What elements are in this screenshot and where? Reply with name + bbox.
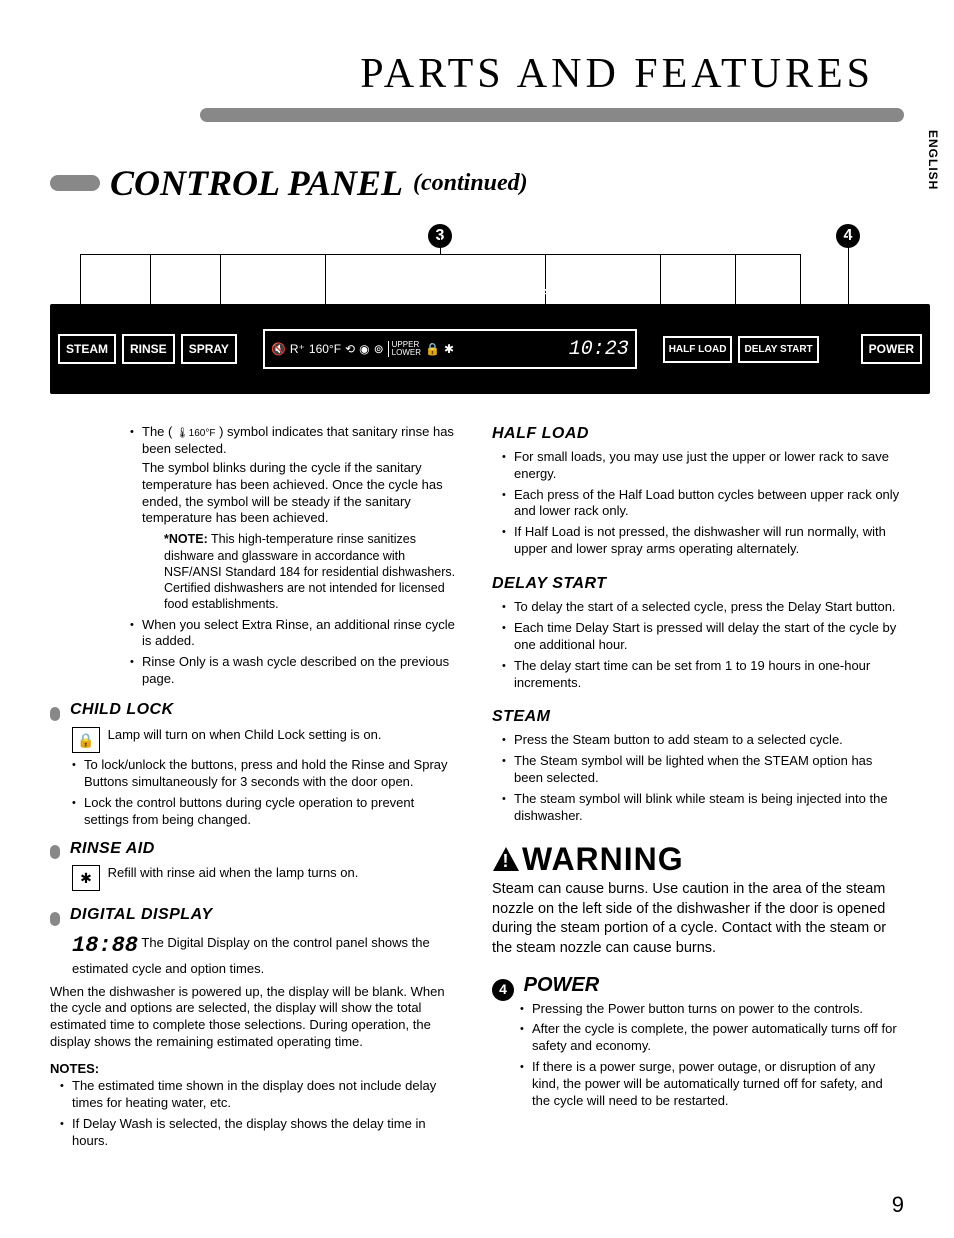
cycle-icon: ⊚ bbox=[374, 342, 384, 356]
page-number: 9 bbox=[892, 1192, 904, 1218]
notes-item-2: If Delay Wash is selected, the display s… bbox=[60, 1116, 462, 1150]
right-column: HALF LOAD For small loads, you may use j… bbox=[492, 424, 904, 1154]
delay-start-button: DELAY START bbox=[738, 336, 818, 363]
content-columns: The ( 🌡160°F ) symbol indicates that san… bbox=[50, 424, 904, 1154]
spin-icon: ◉ bbox=[359, 342, 369, 356]
spray-icon: ⟲ bbox=[345, 342, 355, 356]
r-plus-icon: R⁺ bbox=[290, 342, 305, 356]
steam-item-3: The steam symbol will blink while steam … bbox=[502, 791, 904, 825]
half-load-item-3: If Half Load is not pressed, the dishwas… bbox=[502, 524, 904, 558]
control-panel-title: CONTROL PANEL bbox=[110, 162, 403, 204]
power-item-2: After the cycle is complete, the power a… bbox=[520, 1021, 904, 1055]
child-lock-text-3: Lock the control buttons during cycle op… bbox=[72, 795, 462, 829]
power-button: POWER bbox=[861, 334, 922, 364]
heading-pill-icon bbox=[50, 845, 60, 859]
child-lock-bracket: CHILD LOCK bbox=[158, 401, 248, 412]
panel-instruction-text: ✱ PRESS & HOLD 3SEC. FOR EXTRA FUNCTIONS bbox=[370, 288, 609, 299]
thermometer-icon: 🌡160°F bbox=[176, 428, 216, 439]
extra-rinse-item: When you select Extra Rinse, an addition… bbox=[130, 617, 462, 651]
warning-box: !WARNING Steam can cause burns. Use caut… bbox=[492, 839, 904, 959]
control-panel-graphic: ✱ PRESS & HOLD 3SEC. FOR EXTRA FUNCTIONS… bbox=[50, 304, 930, 394]
half-load-button: HALF LOAD bbox=[663, 336, 733, 363]
child-lock-text-2: To lock/unlock the buttons, press and ho… bbox=[72, 757, 462, 791]
power-item-1: Pressing the Power button turns on power… bbox=[520, 1001, 904, 1018]
callout-4-inline: 4 bbox=[492, 979, 514, 1001]
title-underline-bar bbox=[200, 108, 904, 122]
rinse-aid-text: Refill with rinse aid when the lamp turn… bbox=[108, 865, 359, 880]
section-heading: CONTROL PANEL (continued) bbox=[50, 162, 904, 204]
rack-indicator: UPPERLOWER bbox=[388, 341, 421, 357]
digital-text-2: When the dishwasher is powered up, the d… bbox=[50, 984, 462, 1052]
digital-display-heading: DIGITAL DISPLAY bbox=[70, 905, 213, 926]
sanitary-rinse-item: The ( 🌡160°F ) symbol indicates that san… bbox=[130, 424, 462, 613]
heading-pill-icon bbox=[50, 175, 100, 191]
rinse-aid-icon-box: ✱ bbox=[72, 865, 100, 891]
half-load-item-2: Each press of the Half Load button cycle… bbox=[502, 487, 904, 521]
mute-icon: 🔇 bbox=[271, 342, 286, 356]
heading-pill-icon bbox=[50, 912, 60, 926]
sanitary-note: *NOTE: This high-temperature rinse sanit… bbox=[142, 531, 462, 612]
page-title: PARTS AND FEATURES bbox=[50, 50, 874, 98]
warning-body: Steam can cause burns. Use caution in th… bbox=[492, 880, 904, 958]
delay-start-heading: DELAY START bbox=[492, 574, 904, 595]
child-lock-heading: CHILD LOCK bbox=[70, 700, 174, 721]
spray-button: SPRAY bbox=[181, 334, 237, 364]
steam-item-1: Press the Steam button to add steam to a… bbox=[502, 732, 904, 749]
steam-button: STEAM bbox=[58, 334, 116, 364]
control-panel-diagram: 3 4 ✱ PRESS & HOLD 3SEC. FOR EXTRA FUNCT… bbox=[50, 224, 930, 394]
lock-icon-box: 🔒 bbox=[72, 727, 100, 753]
left-column: The ( 🌡160°F ) symbol indicates that san… bbox=[50, 424, 462, 1154]
display-window: 🔇 R⁺ 160°F ⟲ ◉ ⊚ UPPERLOWER 🔒 ✱ 10:23 bbox=[263, 329, 637, 369]
child-lock-text-1: Lamp will turn on when Child Lock settin… bbox=[108, 727, 382, 742]
time-display: 10:23 bbox=[569, 338, 629, 361]
control-panel-subtitle: (continued) bbox=[413, 170, 528, 197]
steam-item-2: The Steam symbol will be lighted when th… bbox=[502, 753, 904, 787]
warning-triangle-icon: ! bbox=[492, 846, 520, 872]
delay-item-3: The delay start time can be set from 1 t… bbox=[502, 658, 904, 692]
rinse-only-item: Rinse Only is a wash cycle described on … bbox=[130, 654, 462, 688]
lock-icon: 🔒 bbox=[425, 342, 440, 356]
half-load-item-1: For small loads, you may use just the up… bbox=[502, 449, 904, 483]
svg-text:!: ! bbox=[503, 851, 510, 871]
language-tab: ENGLISH bbox=[926, 130, 940, 190]
notes-heading: NOTES: bbox=[50, 1061, 462, 1078]
rinse-aid-heading: RINSE AID bbox=[70, 839, 155, 860]
temp-icon: 160°F bbox=[309, 342, 341, 356]
digital-sample-icon: 18:88 bbox=[72, 933, 138, 958]
rinse-aid-icon: ✱ bbox=[444, 342, 454, 356]
rinse-button: RINSE bbox=[122, 334, 175, 364]
notes-item-1: The estimated time shown in the display … bbox=[60, 1078, 462, 1112]
power-item-3: If there is a power surge, power outage,… bbox=[520, 1059, 904, 1110]
steam-heading: STEAM bbox=[492, 707, 904, 728]
half-load-heading: HALF LOAD bbox=[492, 424, 904, 445]
heading-pill-icon bbox=[50, 707, 60, 721]
delay-item-1: To delay the start of a selected cycle, … bbox=[502, 599, 904, 616]
warning-title: !WARNING bbox=[492, 839, 904, 881]
delay-item-2: Each time Delay Start is pressed will de… bbox=[502, 620, 904, 654]
power-heading: POWER bbox=[524, 974, 600, 996]
